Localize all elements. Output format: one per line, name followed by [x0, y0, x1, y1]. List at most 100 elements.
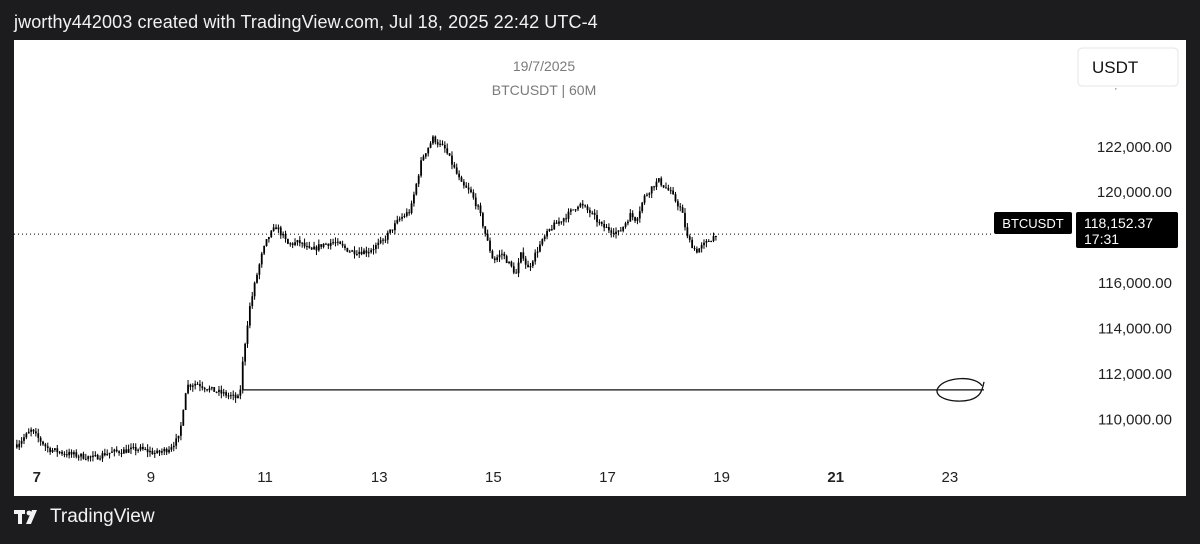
candle-body — [310, 247, 313, 250]
candle-body — [415, 183, 418, 195]
candle-body — [122, 449, 125, 454]
candle-body — [650, 186, 653, 194]
candle-body — [265, 239, 268, 247]
currency-button[interactable] — [1077, 47, 1179, 87]
candle-body — [46, 446, 49, 449]
candle-body — [303, 242, 306, 247]
symbol-tag-label: BTCUSDT — [1002, 216, 1063, 231]
currency-label: USDT — [1092, 58, 1138, 77]
candle-body — [517, 262, 520, 274]
candle-body — [329, 242, 332, 246]
candle-body — [27, 431, 30, 434]
candle-body — [522, 252, 525, 259]
candle-body — [184, 393, 187, 410]
candle-body — [486, 233, 489, 241]
candle-body — [68, 451, 71, 456]
circle-annotation[interactable] — [936, 377, 985, 402]
candle-body — [213, 387, 216, 392]
candle-body — [441, 143, 444, 145]
candle-body — [320, 244, 323, 247]
candle-body — [558, 221, 560, 224]
candle-body — [201, 386, 204, 388]
candle-body — [82, 453, 85, 459]
candle-body — [401, 216, 403, 219]
candle-body — [32, 429, 35, 432]
candle-body — [474, 197, 477, 207]
y-tick-label: 114,000.00 — [1098, 321, 1172, 338]
candle-body — [244, 343, 247, 362]
candle-body — [113, 449, 116, 452]
candle-body — [141, 446, 144, 450]
candle-body — [87, 456, 90, 460]
candle-body — [260, 253, 263, 265]
candle-body — [336, 241, 339, 243]
candle-body — [638, 211, 641, 219]
candle-body — [443, 144, 446, 149]
candle-body — [151, 450, 154, 455]
candle-body — [603, 223, 606, 228]
candle-body — [39, 437, 42, 442]
candle-body — [370, 250, 373, 253]
candle-body — [232, 394, 235, 396]
tradingview-brand[interactable]: TradingView — [14, 506, 155, 528]
chart-panel[interactable]: 19/7/2025 BTCUSDT | 60M 122,000.00 120,00… — [14, 40, 1186, 496]
axis-dot: · — [1114, 83, 1118, 95]
candle-body — [132, 446, 135, 448]
candle-body — [44, 444, 47, 447]
candle-body — [332, 242, 334, 244]
candle-body — [239, 389, 242, 396]
candle-body — [294, 242, 296, 245]
x-tick-label: 17 — [599, 469, 616, 486]
candle-body — [282, 234, 285, 236]
candle-body — [144, 449, 147, 451]
candle-body — [591, 212, 594, 214]
candle-body — [636, 218, 639, 221]
candle-body — [227, 395, 230, 397]
x-tick-label: 11 — [257, 469, 273, 486]
candle-body — [391, 229, 394, 231]
candle-body — [560, 221, 563, 223]
candle-body — [363, 250, 365, 255]
candle-body — [341, 243, 344, 246]
candle-body — [529, 266, 532, 268]
candle-body — [432, 136, 434, 144]
candle-body — [334, 242, 337, 244]
symbol-tag — [994, 212, 1072, 234]
candle-body — [134, 446, 137, 451]
candle-body — [111, 451, 113, 453]
candle-body — [206, 389, 208, 391]
candle-body — [646, 194, 648, 196]
candle-body — [256, 274, 258, 283]
candle-body — [524, 258, 527, 265]
candle-body — [446, 148, 449, 154]
candle-body — [218, 389, 220, 393]
candle-body — [365, 250, 368, 254]
candle-body — [15, 444, 18, 448]
candle-body — [382, 239, 384, 241]
candle-body — [527, 264, 529, 268]
price-chart[interactable]: 19/7/2025 BTCUSDT | 60M 122,000.00 120,00… — [14, 40, 1186, 496]
candle-body — [622, 226, 625, 231]
candle-body — [18, 443, 21, 448]
candle-body — [65, 454, 68, 456]
candle-body — [705, 240, 708, 243]
candle-body — [251, 296, 254, 307]
candle-body — [20, 440, 23, 444]
candle-body — [648, 193, 651, 195]
candle-body — [479, 205, 482, 214]
candle-body — [53, 448, 56, 450]
candle-body — [70, 451, 73, 455]
candle-body — [541, 239, 544, 245]
candle-body — [96, 455, 99, 460]
candle-body — [153, 452, 156, 455]
candle-body — [577, 206, 579, 210]
candle-body — [156, 450, 159, 453]
candle-body — [598, 222, 601, 224]
candle-body — [634, 217, 636, 221]
candle-body — [344, 245, 346, 248]
candle-body — [234, 394, 237, 399]
candle-body — [125, 449, 128, 453]
candle-body — [149, 450, 151, 453]
candle-body — [460, 177, 463, 182]
candle-body — [429, 143, 432, 148]
